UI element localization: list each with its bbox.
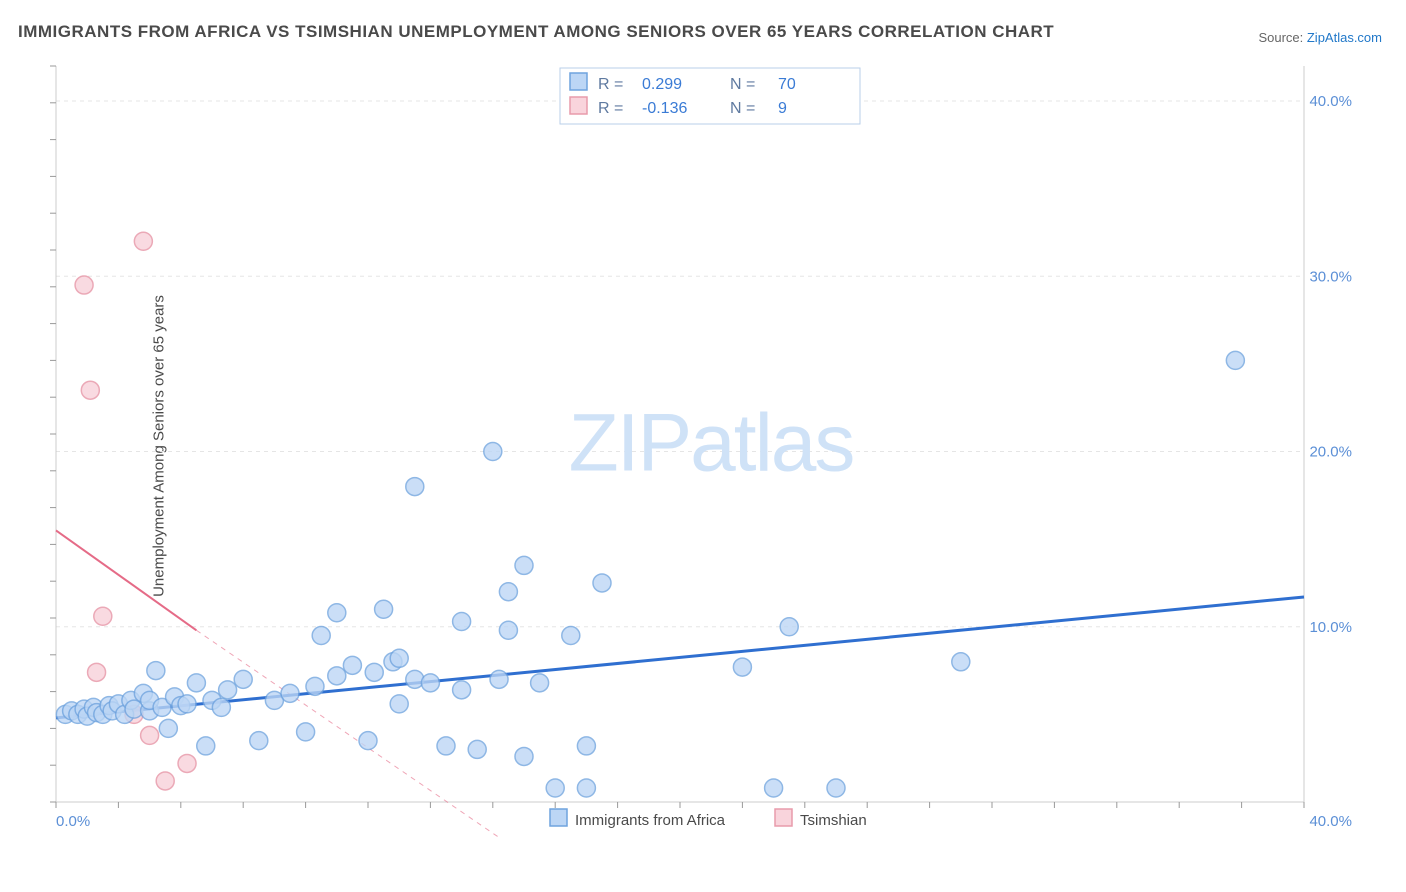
data-point-pink <box>81 381 99 399</box>
data-point-blue <box>212 698 230 716</box>
stats-blue-swatch <box>570 73 587 90</box>
data-point-blue <box>499 621 517 639</box>
data-point-blue <box>531 674 549 692</box>
data-point-blue <box>499 583 517 601</box>
data-point-blue <box>197 737 215 755</box>
data-point-blue <box>577 737 595 755</box>
data-point-blue <box>359 732 377 750</box>
legend-label-blue: Immigrants from Africa <box>575 812 726 829</box>
data-point-blue <box>281 684 299 702</box>
stats-pink-r-value: -0.136 <box>642 100 687 117</box>
stats-pink-r-label: R = <box>598 100 623 117</box>
legend-swatch-blue <box>550 809 567 826</box>
data-point-blue <box>515 747 533 765</box>
data-point-blue <box>306 677 324 695</box>
data-point-blue <box>365 663 383 681</box>
data-point-blue <box>375 600 393 618</box>
data-point-blue <box>159 719 177 737</box>
data-point-blue <box>453 613 471 631</box>
y-tick-label: 10.0% <box>1309 619 1352 636</box>
data-point-pink <box>134 232 152 250</box>
data-point-blue <box>490 670 508 688</box>
stats-pink-swatch <box>570 97 587 114</box>
data-point-blue <box>952 653 970 671</box>
data-point-pink <box>178 754 196 772</box>
data-point-blue <box>219 681 237 699</box>
stats-blue-r-label: R = <box>598 76 623 93</box>
data-point-blue <box>515 556 533 574</box>
source-attribution: Source: ZipAtlas.com <box>1258 30 1382 45</box>
data-point-blue <box>312 627 330 645</box>
data-point-blue <box>297 723 315 741</box>
x-min-label: 0.0% <box>56 813 90 830</box>
data-point-pink <box>94 607 112 625</box>
data-point-blue <box>577 779 595 797</box>
data-point-blue <box>234 670 252 688</box>
data-point-blue <box>147 662 165 680</box>
plot-area: 10.0% 20.0% 30.0% 40.0% 0.0% 40.0% R = 0.299 N =… <box>48 58 1374 838</box>
trend-line-blue <box>56 597 1304 718</box>
legend-label-pink: Tsimshian <box>800 812 867 829</box>
data-point-blue <box>390 695 408 713</box>
data-point-blue <box>733 658 751 676</box>
stats-blue-n-label: N = <box>730 76 755 93</box>
chart-title: IMMIGRANTS FROM AFRICA VS TSIMSHIAN UNEM… <box>18 22 1054 42</box>
stats-blue-n-value: 70 <box>778 76 796 93</box>
data-point-pink <box>88 663 106 681</box>
legend-swatch-pink <box>775 809 792 826</box>
data-point-pink <box>75 276 93 294</box>
x-max-label: 40.0% <box>1309 813 1352 830</box>
data-point-blue <box>406 478 424 496</box>
source-link[interactable]: ZipAtlas.com <box>1307 30 1382 45</box>
data-point-blue <box>328 667 346 685</box>
data-point-blue <box>1226 351 1244 369</box>
data-point-blue <box>187 674 205 692</box>
data-point-blue <box>484 443 502 461</box>
data-point-blue <box>390 649 408 667</box>
source-prefix: Source: <box>1258 30 1306 45</box>
data-point-blue <box>765 779 783 797</box>
y-tick-label: 40.0% <box>1309 93 1352 110</box>
data-point-blue <box>178 695 196 713</box>
trend-line-pink <box>56 530 196 630</box>
data-point-blue <box>780 618 798 636</box>
data-point-blue <box>562 627 580 645</box>
data-point-pink <box>141 726 159 744</box>
data-point-blue <box>250 732 268 750</box>
data-point-blue <box>468 740 486 758</box>
data-point-blue <box>437 737 455 755</box>
data-point-blue <box>593 574 611 592</box>
data-point-pink <box>156 772 174 790</box>
data-point-blue <box>546 779 564 797</box>
data-point-blue <box>343 656 361 674</box>
data-point-blue <box>328 604 346 622</box>
stats-pink-n-label: N = <box>730 100 755 117</box>
stats-pink-n-value: 9 <box>778 100 787 117</box>
data-point-blue <box>421 674 439 692</box>
data-point-blue <box>827 779 845 797</box>
scatter-chart: 10.0% 20.0% 30.0% 40.0% 0.0% 40.0% R = 0.299 N =… <box>48 58 1374 838</box>
y-tick-label: 20.0% <box>1309 444 1352 461</box>
stats-blue-r-value: 0.299 <box>642 76 682 93</box>
data-point-blue <box>453 681 471 699</box>
y-tick-label: 30.0% <box>1309 268 1352 285</box>
